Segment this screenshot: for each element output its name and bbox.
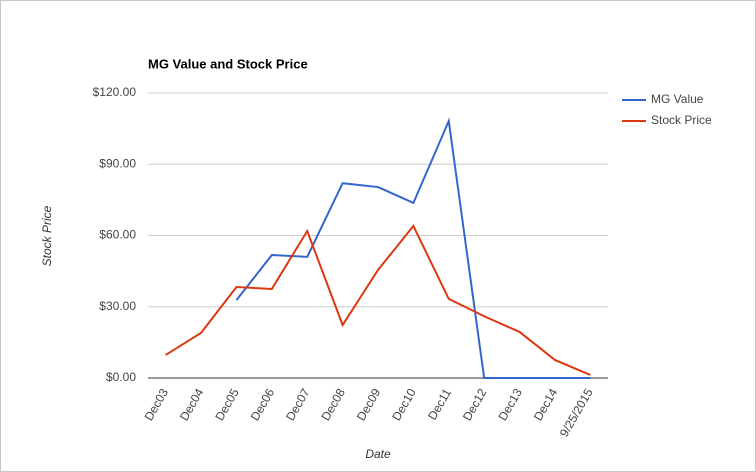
y-tick-label: $30.00 — [99, 299, 136, 313]
line-series — [165, 224, 591, 376]
y-tick-label: $120.00 — [93, 85, 137, 99]
legend-label: Stock Price — [651, 113, 712, 127]
y-tick-label: $90.00 — [99, 156, 136, 170]
chart-title: MG Value and Stock Price — [148, 56, 308, 71]
legend-label: MG Value — [651, 92, 704, 106]
x-axis-title: Date — [365, 447, 391, 461]
line-series — [235, 117, 591, 379]
y-tick-label: $0.00 — [106, 370, 136, 384]
y-tick-label: $60.00 — [99, 228, 136, 242]
y-axis-title: Stock Price — [40, 205, 54, 266]
